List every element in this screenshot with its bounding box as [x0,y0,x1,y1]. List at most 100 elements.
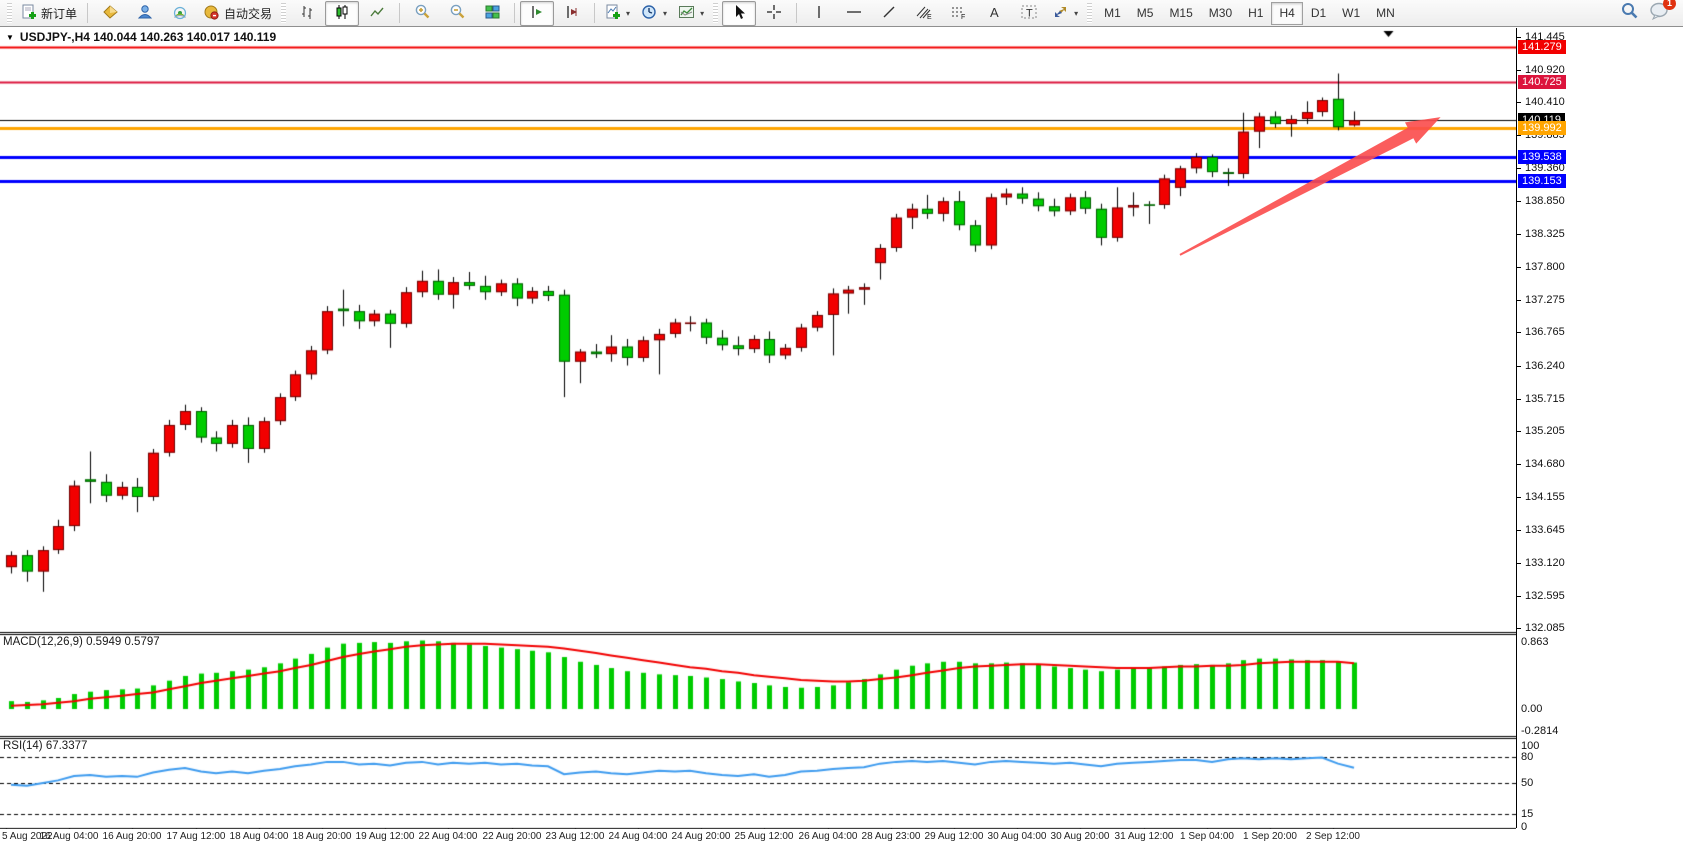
indicators-caret-icon[interactable]: ▾ [626,8,631,18]
price-tick-label: 136.240 [1517,360,1565,372]
tile-windows-button[interactable] [475,1,509,26]
arrows-caret-icon[interactable]: ▾ [1074,8,1079,18]
timeframe-MN[interactable]: MN [1376,6,1395,20]
time-axis-label: 2 Sep 12:00 [1306,831,1360,842]
main-toolbar: 新订单 自动交易 [0,0,1683,27]
arrows-tool-button[interactable]: ▾ [1047,1,1083,26]
time-axis-label: 24 Aug 20:00 [671,831,731,842]
time-axis-label: 30 Aug 20:00 [1050,831,1110,842]
timeframe-W1[interactable]: W1 [1342,6,1361,20]
chart-shift-button[interactable] [555,1,589,26]
community-button[interactable] [128,1,162,26]
price-tick-label: 135.715 [1517,393,1565,405]
price-tick-label: 141.445 [1517,31,1565,43]
periods-caret-icon[interactable]: ▾ [663,8,668,18]
timeframe-D1[interactable]: D1 [1310,6,1327,20]
svg-text:A: A [990,5,999,20]
new-order-icon [21,4,37,23]
channel-tool-button[interactable]: E [907,1,941,26]
chart-title-collapse-icon[interactable]: ▼ [6,32,14,42]
price-tick-label: 134.155 [1517,491,1565,503]
auto-scroll-button[interactable] [520,0,555,26]
price-tick-label: 134.680 [1517,458,1565,470]
zoom-in-icon [414,3,431,23]
price-tick-label: 140.410 [1517,96,1565,108]
line-chart-button[interactable] [360,1,394,26]
time-axis-label: 5 Aug 2022 [2,831,53,842]
price-tick-label: 132.085 [1517,622,1565,634]
price-tick-label: 139.360 [1517,162,1565,174]
price-tick-label: 133.645 [1517,524,1565,536]
zoom-out-button[interactable] [440,1,474,26]
fibonacci-icon: F [950,4,968,23]
time-axis-label: 16 Aug 04:00 [39,831,99,842]
chart-panel[interactable]: ▼ USDJPY-,H4 140.044 140.263 140.017 140… [0,28,1516,845]
crosshair-tool-button[interactable] [757,1,791,26]
templates-button[interactable]: ▾ [673,1,709,26]
indicators-button[interactable]: ▾ [600,1,635,26]
channel-icon: E [915,4,933,23]
price-tick-label: 132.595 [1517,590,1565,602]
macd-scale-label: 0.00 [1521,703,1543,716]
templates-icon [678,4,695,23]
search-icon[interactable] [1620,1,1639,25]
toolbar-grip [7,3,12,23]
rsi-scale-label: 0 [1521,821,1528,833]
timeframe-M1[interactable]: M1 [1104,6,1121,20]
svg-text:F: F [961,14,965,20]
price-scale-axis[interactable]: 141.445140.920140.410139.885139.360138.8… [1516,28,1683,833]
time-axis-label: 31 Aug 12:00 [1114,831,1174,842]
cursor-tool-button[interactable] [722,0,757,26]
svg-text:E: E [927,14,932,20]
signals-button[interactable] [163,1,197,26]
time-axis-label: 23 Aug 12:00 [545,831,605,842]
time-axis-label: 19 Aug 12:00 [355,831,415,842]
time-axis-label: 28 Aug 23:00 [861,831,921,842]
time-axis-label: 18 Aug 20:00 [292,831,352,842]
price-chart-canvas[interactable] [0,28,1516,845]
price-tick-label: 137.275 [1517,294,1565,306]
time-axis-label: 22 Aug 20:00 [482,831,542,842]
tile-windows-icon [484,4,501,23]
fibonacci-tool-button[interactable]: F [942,1,976,26]
price-tick-label: 138.325 [1517,228,1565,240]
notifications-button[interactable]: 1 [1649,0,1676,25]
templates-caret-icon[interactable]: ▾ [700,8,705,18]
trendline-tool-button[interactable] [872,1,906,26]
macd-scale-label: 0.863 [1521,636,1549,648]
timeframe-H4[interactable]: H4 [1271,1,1303,25]
candlestick-chart-button[interactable] [325,0,360,26]
timeframe-H1[interactable]: H1 [1248,6,1264,20]
toolbar-separator [514,3,516,23]
timeframe-M15[interactable]: M15 [1169,6,1193,20]
vertical-line-tool-button[interactable] [802,1,836,26]
line-chart-icon [369,4,385,23]
time-axis[interactable]: 5 Aug 2022 16 Aug 04:00 16 Aug 20:00 17 Aug… [0,829,1516,845]
time-axis-label: 22 Aug 04:00 [418,831,478,842]
label-tool-button[interactable]: T [1012,1,1046,26]
rsi-scale-label: 15 [1521,807,1534,820]
autotrading-button[interactable]: 自动交易 [198,1,277,26]
level-price-badge: 141.279 [1518,40,1566,55]
autotrading-icon [203,4,220,23]
new-order-button[interactable]: 新订单 [16,1,82,26]
price-tick-label: 135.205 [1517,425,1565,437]
rsi-scale-label: 100 [1521,740,1540,752]
svg-text:T: T [1026,7,1033,19]
timeframe-M30[interactable]: M30 [1208,6,1233,20]
timeframe-M5[interactable]: M5 [1136,6,1154,20]
time-axis-label: 25 Aug 12:00 [734,831,794,842]
zoom-in-button[interactable] [405,1,439,26]
text-tool-button[interactable]: A [977,1,1011,26]
bar-chart-button[interactable] [290,1,324,26]
editor-button[interactable] [93,1,127,26]
timeframe-bar: M1 M5 M15 M30 H1 H4 D1 W1 MN [1096,1,1403,25]
toolbar-grip [281,3,287,23]
toolbar-grip [1087,3,1093,23]
zoom-out-icon [449,3,466,23]
horizontal-line-tool-button[interactable] [837,1,871,26]
candlestick-icon [334,4,350,23]
arrows-icon [1052,4,1069,23]
periods-button[interactable]: ▾ [636,1,672,26]
